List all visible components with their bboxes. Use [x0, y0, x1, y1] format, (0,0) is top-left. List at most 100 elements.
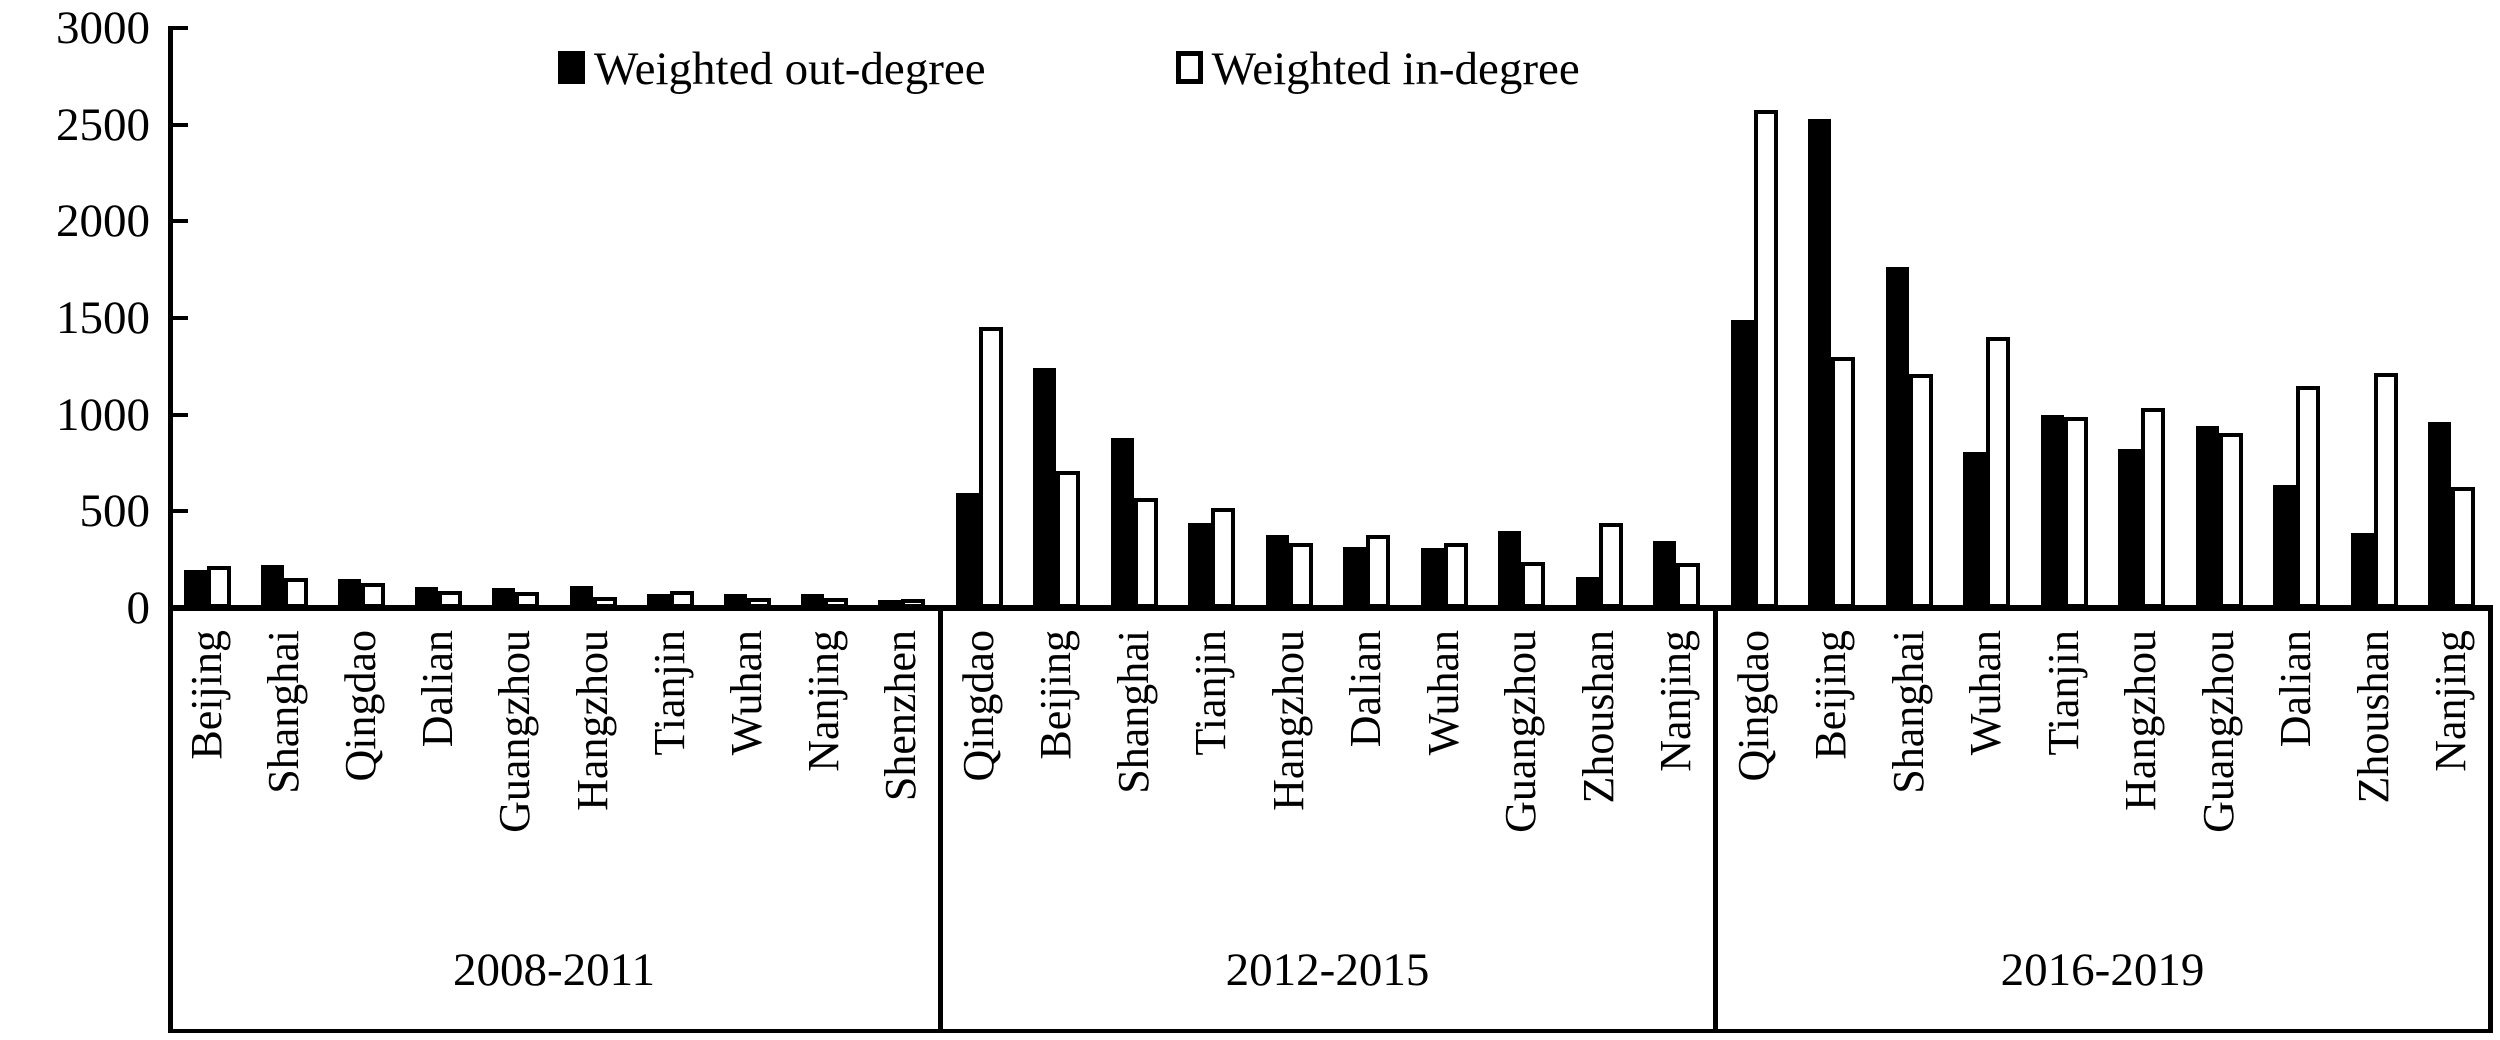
bar-out-degree — [1963, 452, 1987, 608]
city-label: Shanghai — [1108, 630, 1158, 794]
x-axis-line — [168, 605, 2493, 611]
bar-out-degree — [260, 565, 284, 608]
bar-in-degree — [747, 598, 771, 608]
y-tick — [171, 412, 188, 417]
bar-out-degree — [1653, 541, 1677, 608]
city-label: Qingdao — [953, 630, 1003, 782]
bar-out-degree — [183, 570, 207, 608]
group-divider — [938, 611, 943, 1029]
bar-out-degree — [2118, 449, 2142, 608]
city-label: Nanjing — [2426, 630, 2476, 772]
label-area-bottom-border — [168, 1029, 2493, 1033]
bar-in-degree — [2373, 373, 2398, 608]
bar-out-degree — [1265, 535, 1289, 608]
bar-in-degree — [1831, 357, 1856, 608]
city-label: Tianjin — [1186, 630, 1236, 756]
bar-in-degree — [361, 583, 385, 608]
bar-in-degree — [283, 578, 308, 608]
bar-out-degree — [2273, 485, 2297, 608]
bar-in-degree — [824, 598, 849, 608]
city-label: Wuhan — [1961, 630, 2011, 756]
y-axis-line — [168, 26, 173, 612]
y-tick-label: 1000 — [56, 388, 150, 441]
bar-out-degree — [2428, 422, 2452, 608]
y-tick — [171, 316, 188, 320]
bar-in-degree — [2141, 408, 2166, 608]
bar-out-degree — [1730, 320, 1754, 608]
y-tick — [171, 122, 188, 127]
bar-out-degree — [569, 586, 593, 608]
bar-out-degree — [338, 579, 361, 608]
bar-out-degree — [1498, 531, 1522, 608]
bar-out-degree — [1885, 267, 1909, 608]
y-tick-label: 2500 — [56, 98, 150, 151]
bar-in-degree — [1133, 498, 1158, 608]
bar-out-degree — [2195, 426, 2219, 608]
bar-out-degree — [1033, 368, 1057, 608]
bar-in-degree — [901, 599, 926, 608]
city-label: Dalian — [1341, 630, 1391, 748]
legend-item-in-degree: Weighted in-degree — [1175, 40, 1580, 98]
city-label: Shanghai — [258, 630, 308, 794]
bar-in-degree — [2451, 487, 2476, 608]
in-degree-swatch-icon — [1175, 51, 1203, 84]
y-tick-label: 1500 — [56, 292, 150, 344]
city-label: Qingdao — [336, 630, 385, 782]
legend-label-in-degree: Weighted in-degree — [1211, 43, 1580, 95]
period-label: 2008-2011 — [453, 944, 655, 996]
bar-out-degree — [1575, 577, 1599, 608]
bar-in-degree — [1986, 337, 2011, 608]
bar-in-degree — [1443, 543, 1468, 608]
bar-in-degree — [592, 597, 617, 608]
y-tick-label: 3000 — [56, 2, 150, 54]
out-degree-swatch-icon — [558, 51, 585, 84]
city-label: Nanjing — [1651, 630, 1701, 772]
city-label: Beijing — [1031, 630, 1081, 760]
bar-in-degree — [2296, 386, 2321, 608]
bar-out-degree — [492, 588, 516, 608]
city-label: Shanghai — [1883, 630, 1933, 794]
bar-out-degree — [2350, 533, 2374, 608]
bar-in-degree — [669, 591, 694, 608]
city-label: Tianjin — [644, 630, 694, 756]
bar-out-degree — [1343, 547, 1367, 608]
city-label: Wuhan — [722, 630, 771, 756]
city-label: Dalian — [2271, 630, 2321, 748]
city-label: Wuhan — [1418, 630, 1468, 756]
bar-in-degree — [1056, 471, 1081, 608]
bar-in-degree — [438, 591, 463, 608]
bar-out-degree — [2040, 415, 2064, 608]
bar-out-degree — [955, 493, 979, 608]
city-label: Qingdao — [1728, 630, 1778, 782]
bar-out-degree — [415, 587, 439, 608]
y-tick — [171, 219, 188, 224]
y-tick-label: 0 — [126, 582, 151, 634]
city-label: Dalian — [413, 630, 463, 748]
bar-in-degree — [1676, 563, 1701, 608]
bar-out-degree — [801, 594, 825, 608]
bar-in-degree — [206, 566, 231, 608]
city-label: Hangzhou — [567, 630, 617, 811]
bar-in-degree — [2063, 417, 2088, 608]
city-label: Guangzhou — [1496, 630, 1546, 833]
y-tick-label: 2000 — [56, 195, 150, 248]
bar-in-degree — [1288, 543, 1313, 608]
city-label: Zhoushan — [2348, 630, 2398, 804]
bar-out-degree — [724, 594, 747, 608]
bar-out-degree — [1808, 119, 1832, 608]
bar-out-degree — [1420, 548, 1444, 608]
city-label: Guangzhou — [490, 630, 540, 833]
city-label: Zhoushan — [1573, 630, 1623, 804]
bar-out-degree — [646, 594, 670, 608]
city-label: Beijing — [181, 630, 231, 760]
bar-in-degree — [2218, 433, 2243, 608]
label-area-left-border — [168, 611, 173, 1029]
y-tick — [171, 509, 188, 514]
bar-out-degree — [1110, 438, 1134, 608]
bar-out-degree — [878, 600, 902, 608]
group-divider — [1713, 611, 1718, 1029]
label-area-right-border — [2488, 611, 2493, 1029]
bar-out-degree — [1188, 523, 1212, 608]
city-label: Beijing — [1806, 630, 1856, 760]
bar-in-degree — [978, 327, 1003, 608]
